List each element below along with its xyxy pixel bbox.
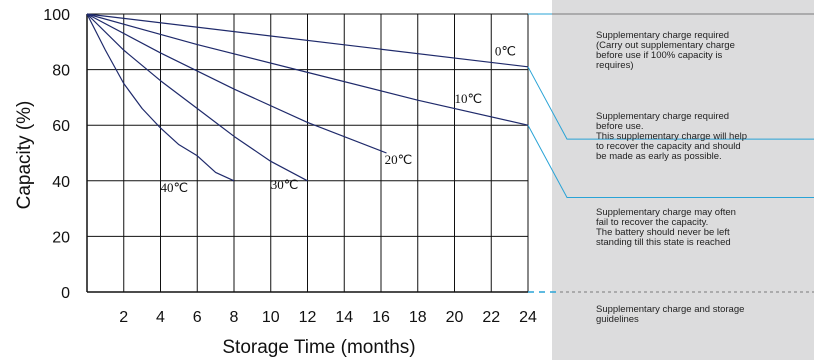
curve-label: 40℃ <box>161 180 189 195</box>
y-tick-label: 40 <box>52 174 70 191</box>
y-tick-label: 0 <box>61 285 70 302</box>
curve-labels: 0℃ 10℃ 20℃ 30℃ 40℃ <box>161 44 517 195</box>
guide-lines <box>527 13 814 293</box>
guide-line <box>527 66 814 140</box>
curve-line <box>86 13 529 68</box>
curve-label: 0℃ <box>495 44 516 59</box>
note-medium-capacity: Supplementary charge required before use… <box>596 111 748 162</box>
curve-line <box>86 13 387 154</box>
curve-line <box>86 13 529 126</box>
x-tick-label: 24 <box>519 309 537 326</box>
x-axis-label: Storage Time (months) <box>222 337 415 358</box>
x-tick-label: 14 <box>335 309 353 326</box>
curve-label: 20℃ <box>385 152 413 167</box>
y-tick-label: 20 <box>52 229 70 246</box>
curve-line <box>86 13 235 182</box>
x-tick-label: 18 <box>409 309 427 326</box>
x-tick-label: 10 <box>262 309 280 326</box>
x-tick-label: 16 <box>372 309 390 326</box>
curve-label: 30℃ <box>271 177 299 192</box>
guide-line <box>527 124 814 198</box>
note-low-capacity: Supplementary charge may often fail to r… <box>596 207 736 248</box>
x-tick-label: 12 <box>299 309 317 326</box>
y-tick-label: 80 <box>52 63 70 80</box>
x-tick-label: 8 <box>230 309 239 326</box>
x-tick-label: 20 <box>446 309 464 326</box>
y-tick-label: 60 <box>52 118 70 135</box>
note-high-capacity: Supplementary charge required (Carry out… <box>596 30 735 71</box>
y-tick-label: 100 <box>43 7 70 24</box>
curve-line <box>86 13 308 182</box>
x-tick-label: 2 <box>119 309 128 326</box>
curve-label: 10℃ <box>455 91 483 106</box>
x-tick-label: 4 <box>156 309 165 326</box>
x-tick-label: 6 <box>193 309 202 326</box>
x-tick-label: 22 <box>482 309 500 326</box>
note-guidelines-caption: Supplementary charge and storage guideli… <box>596 304 745 325</box>
y-axis-label: Capacity (%) <box>14 101 35 210</box>
guidelines-panel <box>552 0 814 360</box>
grid <box>86 13 529 293</box>
curves <box>86 13 529 182</box>
